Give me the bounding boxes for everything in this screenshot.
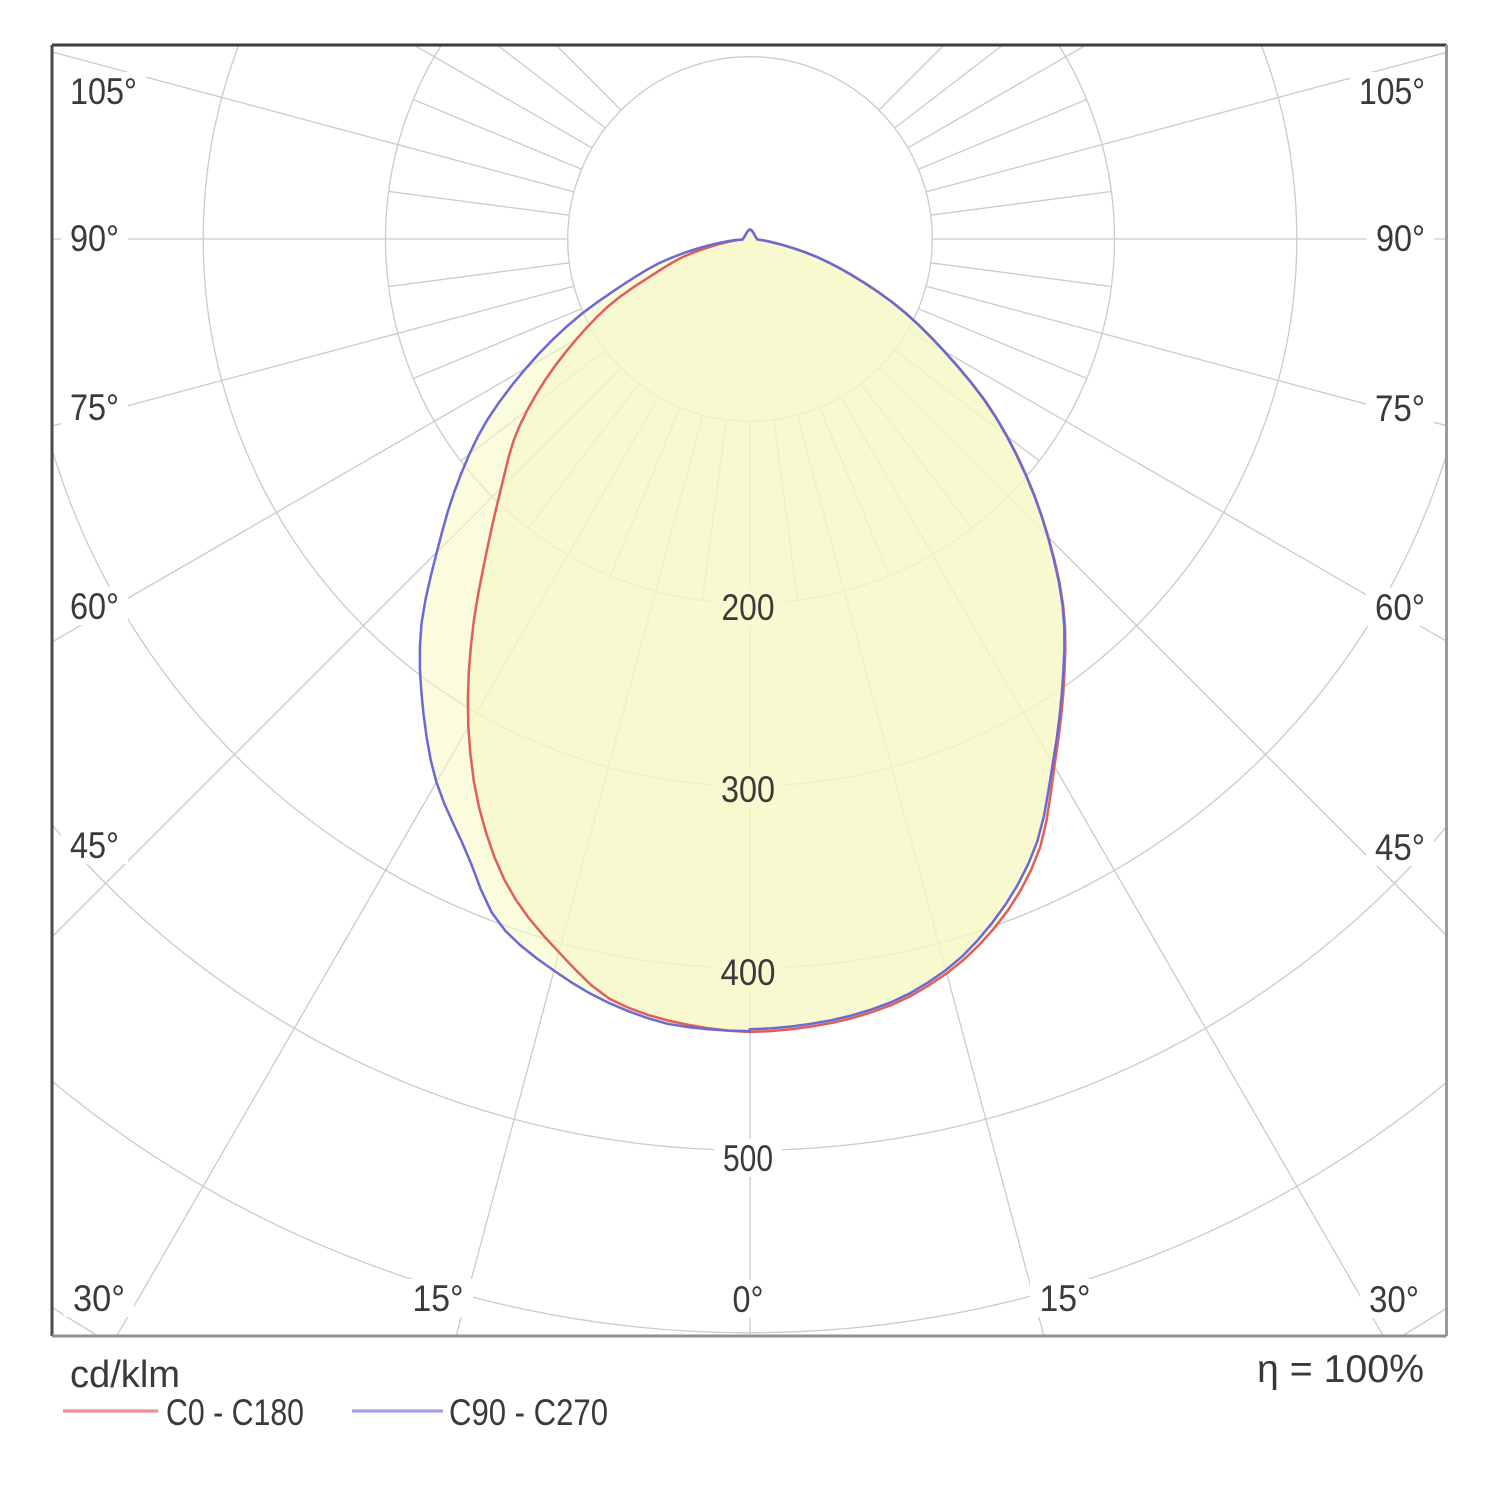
svg-text:C0 - C180: C0 - C180 xyxy=(166,1392,304,1433)
svg-text:500: 500 xyxy=(723,1138,773,1179)
svg-text:30°: 30° xyxy=(73,1278,125,1319)
svg-text:75°: 75° xyxy=(1375,388,1425,429)
svg-text:75°: 75° xyxy=(70,387,119,428)
svg-text:cd/klm: cd/klm xyxy=(70,1354,180,1396)
svg-text:0°: 0° xyxy=(733,1279,764,1320)
svg-text:C90 - C270: C90 - C270 xyxy=(449,1392,608,1433)
svg-text:45°: 45° xyxy=(70,825,119,866)
svg-text:η = 100%: η = 100% xyxy=(1257,1348,1424,1391)
svg-text:200: 200 xyxy=(722,587,775,628)
svg-text:45°: 45° xyxy=(1375,827,1425,868)
svg-text:90°: 90° xyxy=(70,218,119,259)
svg-text:90°: 90° xyxy=(1376,218,1425,259)
svg-text:400: 400 xyxy=(721,952,776,993)
svg-text:105°: 105° xyxy=(70,71,137,112)
svg-text:15°: 15° xyxy=(1040,1278,1091,1319)
svg-text:15°: 15° xyxy=(413,1278,464,1319)
svg-text:105°: 105° xyxy=(1359,71,1425,112)
svg-text:60°: 60° xyxy=(1375,587,1425,628)
svg-text:300: 300 xyxy=(721,769,775,810)
svg-text:60°: 60° xyxy=(70,586,119,627)
svg-text:30°: 30° xyxy=(1369,1279,1419,1320)
